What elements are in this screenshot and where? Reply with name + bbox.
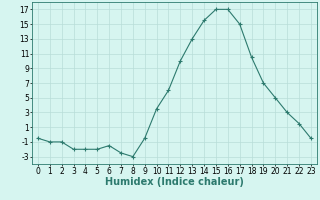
X-axis label: Humidex (Indice chaleur): Humidex (Indice chaleur) xyxy=(105,177,244,187)
